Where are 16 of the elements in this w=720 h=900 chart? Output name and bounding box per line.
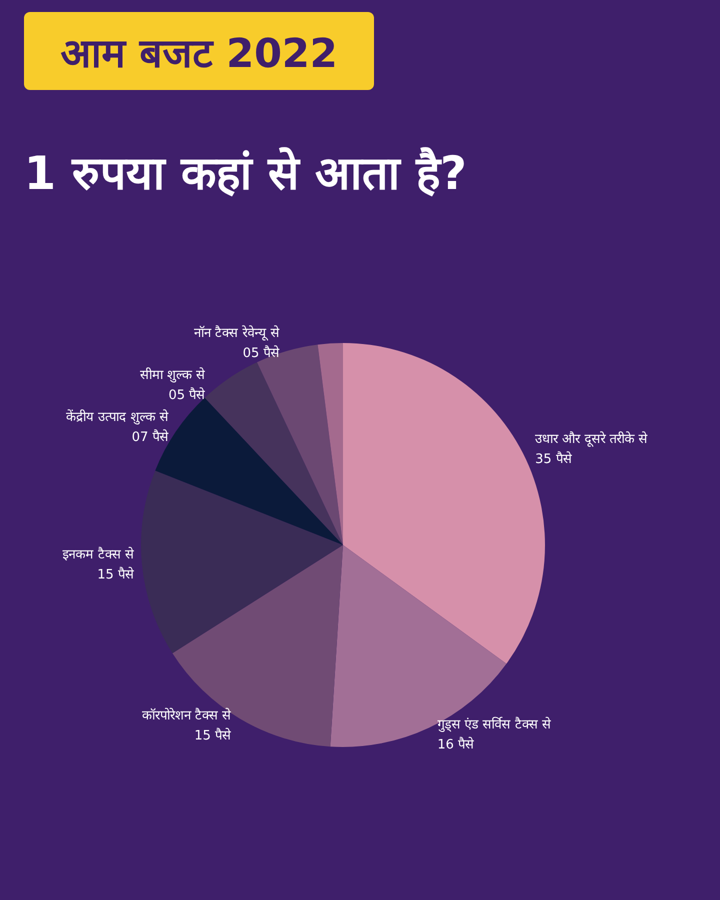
- slice-label: केंद्रीय उत्पाद शुल्क से: [66, 408, 168, 425]
- data-label: 15 पैसे: [97, 566, 134, 582]
- slice-label: उधार और दूसरे तरीके से: [535, 431, 648, 448]
- slice-label: कॉरपोरेशन टैक्स से: [142, 707, 232, 724]
- slice-label: इनकम टैक्स से: [62, 546, 134, 562]
- data-label: 16 पैसे: [437, 736, 474, 753]
- slice-label: सीमा शुल्क से: [140, 366, 206, 383]
- data-label: 07 पैसे: [132, 428, 168, 445]
- chart-subtitle: 1 रुपया कहां से आता है?: [24, 145, 467, 202]
- data-label: 15 पैसे: [194, 727, 232, 744]
- slice-label: गुड्स एंड सर्विस टैक्स से: [437, 716, 551, 733]
- chart-title: आम बजट 2022: [24, 12, 374, 90]
- data-label: 05 पैसे: [168, 386, 206, 403]
- data-label: 05 पैसे: [242, 344, 280, 361]
- slice-label: नॉन टैक्स रेवेन्यू से: [194, 324, 280, 341]
- data-label: 35 पैसे: [535, 451, 572, 468]
